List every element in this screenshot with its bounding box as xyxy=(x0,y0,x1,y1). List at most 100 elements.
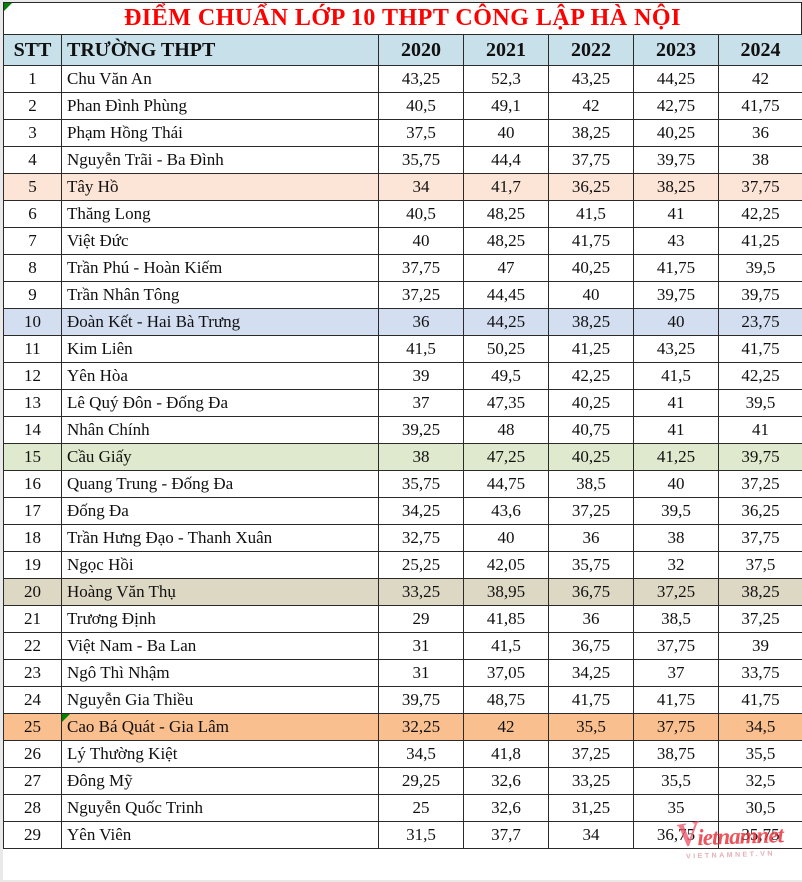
score-cell: 49,1 xyxy=(464,93,549,120)
spreadsheet-area: ĐIỂM CHUẨN LỚP 10 THPT CÔNG LẬP HÀ NỘI S… xyxy=(3,2,802,880)
score-cell: 41,7 xyxy=(464,174,549,201)
score-cell: 35,5 xyxy=(719,741,802,768)
score-cell: 44,4 xyxy=(464,147,549,174)
score-cell: 32,25 xyxy=(379,714,464,741)
school-name-cell: Nguyễn Trãi - Ba Đình xyxy=(62,147,379,174)
stt-cell: 5 xyxy=(4,174,62,201)
score-cell: 43,6 xyxy=(464,498,549,525)
score-cell: 41,8 xyxy=(464,741,549,768)
score-cell: 40,25 xyxy=(634,120,719,147)
score-cell: 42,05 xyxy=(464,552,549,579)
school-name-cell: Nguyễn Gia Thiều xyxy=(62,687,379,714)
score-cell: 39 xyxy=(719,633,802,660)
score-cell: 39,5 xyxy=(719,390,802,417)
stt-cell: 1 xyxy=(4,66,62,93)
score-cell: 36 xyxy=(549,525,634,552)
score-cell: 44,45 xyxy=(464,282,549,309)
school-name-cell: Ngô Thì Nhậm xyxy=(62,660,379,687)
score-cell: 39,75 xyxy=(719,282,802,309)
score-cell: 42,75 xyxy=(634,93,719,120)
score-cell: 41,85 xyxy=(464,606,549,633)
score-cell: 38,25 xyxy=(719,579,802,606)
column-header-2021: 2021 xyxy=(464,35,549,66)
score-cell: 23,75 xyxy=(719,309,802,336)
stt-cell: 9 xyxy=(4,282,62,309)
score-cell: 48,75 xyxy=(464,687,549,714)
score-cell: 40 xyxy=(634,309,719,336)
table-title-cell: ĐIỂM CHUẨN LỚP 10 THPT CÔNG LẬP HÀ NỘI xyxy=(3,2,802,34)
score-cell: 40,5 xyxy=(379,93,464,120)
score-cell: 43,25 xyxy=(634,336,719,363)
score-cell: 44,25 xyxy=(634,66,719,93)
score-cell: 29 xyxy=(379,606,464,633)
score-cell: 38,25 xyxy=(549,120,634,147)
score-cell: 40,25 xyxy=(549,390,634,417)
score-cell: 36,25 xyxy=(549,174,634,201)
score-cell: 38 xyxy=(379,444,464,471)
stt-cell: 25 xyxy=(4,714,62,741)
school-name-cell: Trần Phú - Hoàn Kiếm xyxy=(62,255,379,282)
stt-cell: 6 xyxy=(4,201,62,228)
score-cell: 35,75 xyxy=(379,471,464,498)
score-cell: 36 xyxy=(549,606,634,633)
cell-error-flag-icon xyxy=(62,714,70,722)
column-header-tr-ng-thpt: TRƯỜNG THPT xyxy=(62,35,379,66)
stt-cell: 17 xyxy=(4,498,62,525)
score-cell: 39 xyxy=(379,363,464,390)
column-header-2022: 2022 xyxy=(549,35,634,66)
stt-cell: 4 xyxy=(4,147,62,174)
score-cell: 32,5 xyxy=(719,768,802,795)
score-cell: 38 xyxy=(719,147,802,174)
column-header-2024: 2024 xyxy=(719,35,802,66)
watermark-domain: VIETNAMNET.VN xyxy=(655,849,802,861)
column-header-2020: 2020 xyxy=(379,35,464,66)
score-cell: 41,75 xyxy=(634,687,719,714)
score-cell: 44,75 xyxy=(464,471,549,498)
school-name-cell: Phạm Hồng Thái xyxy=(62,120,379,147)
score-cell: 31 xyxy=(379,660,464,687)
school-name-cell: Quang Trung - Đống Đa xyxy=(62,471,379,498)
school-name-cell: Thăng Long xyxy=(62,201,379,228)
score-cell: 34,5 xyxy=(379,741,464,768)
school-name-cell: Việt Đức xyxy=(62,228,379,255)
score-cell: 34,25 xyxy=(549,660,634,687)
stt-cell: 27 xyxy=(4,768,62,795)
score-cell: 38,5 xyxy=(634,606,719,633)
score-cell: 25 xyxy=(379,795,464,822)
score-cell: 41,25 xyxy=(719,228,802,255)
score-cell: 37,25 xyxy=(719,606,802,633)
school-name-cell: Đoàn Kết - Hai Bà Trưng xyxy=(62,309,379,336)
stt-cell: 28 xyxy=(4,795,62,822)
page-title: ĐIỂM CHUẨN LỚP 10 THPT CÔNG LẬP HÀ NỘI xyxy=(124,5,681,32)
score-cell: 35,5 xyxy=(549,714,634,741)
score-cell: 52,3 xyxy=(464,66,549,93)
score-cell: 48,25 xyxy=(464,201,549,228)
score-cell: 43 xyxy=(634,228,719,255)
score-cell: 34 xyxy=(549,822,634,849)
score-cell: 36 xyxy=(379,309,464,336)
score-cell: 36,75 xyxy=(634,822,719,849)
stt-cell: 21 xyxy=(4,606,62,633)
stt-cell: 11 xyxy=(4,336,62,363)
score-cell: 50,25 xyxy=(464,336,549,363)
score-cell: 49,5 xyxy=(464,363,549,390)
score-cell: 48,25 xyxy=(464,228,549,255)
score-cell: 41,75 xyxy=(719,93,802,120)
score-cell: 37,7 xyxy=(464,822,549,849)
